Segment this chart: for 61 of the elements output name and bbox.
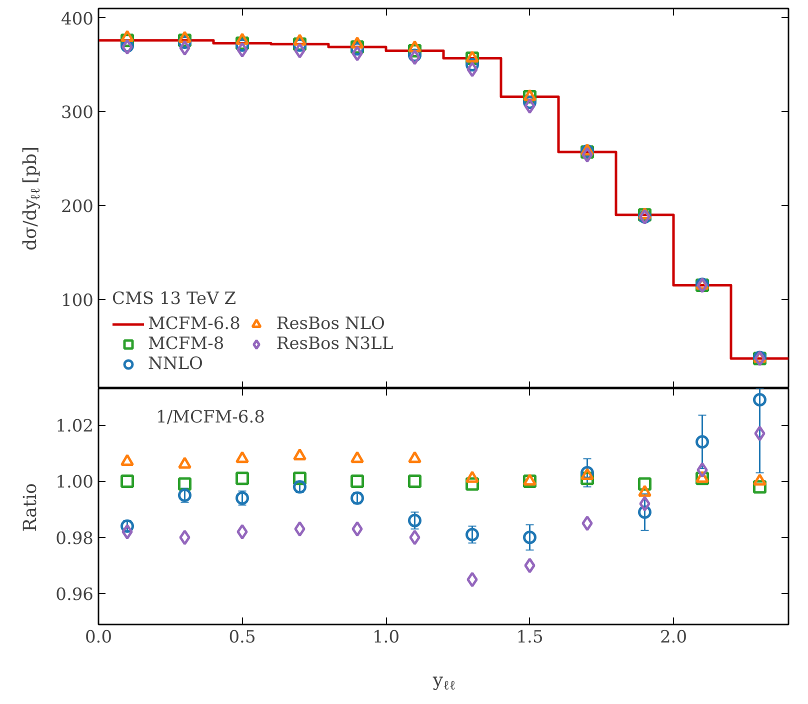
point — [120, 454, 134, 466]
point — [466, 528, 479, 542]
y-tick-label: 200 — [61, 197, 94, 218]
point — [293, 448, 306, 460]
legend-label: ResBos N3LL — [276, 334, 394, 354]
point — [294, 521, 306, 537]
legend-label: MCFM-8 — [148, 334, 224, 354]
y-tick-label: 100 — [61, 290, 94, 311]
point — [409, 50, 420, 66]
point — [638, 484, 652, 497]
point — [122, 524, 133, 540]
x-tick-label: 1.0 — [372, 628, 400, 648]
point — [236, 472, 249, 486]
point — [236, 491, 249, 505]
point — [409, 530, 420, 546]
point — [639, 496, 650, 512]
point — [179, 40, 190, 56]
point — [352, 46, 363, 62]
point — [753, 474, 766, 486]
point — [466, 572, 478, 588]
point — [178, 456, 192, 469]
point — [236, 524, 248, 540]
point — [524, 558, 536, 574]
y-tick-label: 1.02 — [56, 416, 94, 437]
point — [523, 530, 536, 544]
x-tick-label: 0.0 — [84, 628, 112, 648]
point — [696, 462, 708, 478]
y-tick-label: 0.98 — [56, 528, 94, 549]
point — [408, 451, 422, 464]
legend-label: NNLO — [148, 354, 203, 374]
y-axis-title: dσ/dyℓℓ [pb] — [20, 146, 44, 250]
point — [350, 474, 364, 488]
point — [408, 514, 422, 528]
point — [582, 147, 593, 163]
point — [753, 393, 766, 406]
point — [120, 474, 134, 488]
point — [236, 451, 249, 464]
point — [466, 62, 478, 78]
point — [408, 474, 422, 488]
point — [236, 42, 248, 58]
x-tick-label: 2.0 — [660, 628, 688, 648]
point — [352, 521, 363, 537]
y-tick-label: 400 — [61, 9, 94, 30]
point — [294, 42, 306, 58]
legend-label: ResBos NLO — [276, 314, 385, 334]
x-tick-label: 1.5 — [516, 628, 544, 648]
legend-title: CMS 13 TeV Z — [112, 289, 238, 309]
point — [179, 530, 190, 546]
legend-label: MCFM-6.8 — [148, 314, 240, 334]
point — [696, 435, 709, 449]
annotation: 1/MCFM-6.8 — [156, 407, 265, 428]
y-tick-label: 1.00 — [56, 472, 94, 493]
y-axis-title: Ratio — [20, 483, 41, 532]
point — [350, 451, 364, 464]
x-tick-label: 0.5 — [228, 628, 256, 648]
point — [582, 516, 593, 532]
point — [754, 426, 766, 442]
point — [524, 98, 536, 114]
y-tick-label: 0.96 — [56, 585, 94, 606]
y-tick-label: 300 — [61, 103, 94, 124]
point — [466, 470, 479, 483]
